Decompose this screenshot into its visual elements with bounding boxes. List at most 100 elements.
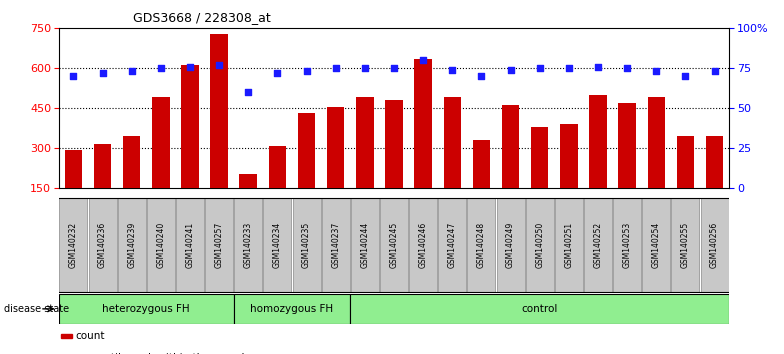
Text: GSM140233: GSM140233	[244, 222, 252, 268]
FancyBboxPatch shape	[584, 198, 612, 292]
FancyBboxPatch shape	[234, 294, 350, 324]
Point	[592, 64, 604, 69]
FancyBboxPatch shape	[467, 198, 495, 292]
FancyBboxPatch shape	[613, 198, 641, 292]
Point	[96, 70, 109, 76]
Text: GSM140237: GSM140237	[331, 222, 340, 268]
Bar	[619, 103, 636, 188]
Bar	[502, 105, 519, 188]
Text: GSM140254: GSM140254	[652, 222, 661, 268]
Bar	[531, 127, 549, 188]
Text: percentile rank within the sample: percentile rank within the sample	[75, 353, 251, 354]
Point	[504, 67, 517, 73]
Bar	[239, 175, 257, 188]
Point	[271, 70, 284, 76]
Point	[242, 89, 255, 95]
Bar	[210, 34, 228, 188]
Point	[358, 65, 371, 71]
Bar	[648, 97, 665, 188]
Text: GSM140240: GSM140240	[156, 222, 165, 268]
Bar	[123, 136, 140, 188]
Bar	[706, 136, 724, 188]
Text: GSM140248: GSM140248	[477, 222, 486, 268]
Point	[563, 65, 575, 71]
Bar	[677, 136, 694, 188]
Point	[708, 69, 720, 74]
Text: GSM140256: GSM140256	[710, 222, 719, 268]
Point	[533, 65, 546, 71]
Text: GSM140257: GSM140257	[215, 222, 223, 268]
Text: GSM140251: GSM140251	[564, 222, 573, 268]
Bar	[181, 65, 198, 188]
Text: GSM140236: GSM140236	[98, 222, 107, 268]
FancyBboxPatch shape	[526, 198, 554, 292]
Text: GSM140246: GSM140246	[419, 222, 427, 268]
Point	[446, 67, 459, 73]
FancyBboxPatch shape	[380, 198, 408, 292]
Bar	[590, 95, 607, 188]
Bar	[415, 59, 432, 188]
FancyBboxPatch shape	[60, 198, 87, 292]
Bar	[385, 100, 403, 188]
FancyBboxPatch shape	[234, 198, 262, 292]
Text: GSM140235: GSM140235	[302, 222, 311, 268]
Point	[679, 73, 691, 79]
FancyBboxPatch shape	[438, 198, 466, 292]
Text: disease state: disease state	[4, 304, 69, 314]
Point	[300, 69, 313, 74]
Text: GSM140241: GSM140241	[186, 222, 194, 268]
FancyBboxPatch shape	[642, 198, 670, 292]
FancyBboxPatch shape	[89, 198, 117, 292]
Text: GSM140250: GSM140250	[535, 222, 544, 268]
Text: homozygous FH: homozygous FH	[250, 304, 333, 314]
FancyBboxPatch shape	[118, 198, 146, 292]
Text: heterozygous FH: heterozygous FH	[103, 304, 190, 314]
Point	[212, 62, 225, 68]
Text: GSM140252: GSM140252	[593, 222, 602, 268]
Bar	[64, 150, 82, 188]
FancyBboxPatch shape	[147, 198, 175, 292]
Text: GSM140239: GSM140239	[127, 222, 136, 268]
Text: count: count	[75, 331, 105, 341]
Point	[475, 73, 488, 79]
Point	[650, 69, 662, 74]
Bar	[444, 97, 461, 188]
Point	[387, 65, 400, 71]
Text: GSM140253: GSM140253	[622, 222, 632, 268]
FancyBboxPatch shape	[205, 198, 233, 292]
Text: GSM140255: GSM140255	[681, 222, 690, 268]
Text: GDS3668 / 228308_at: GDS3668 / 228308_at	[133, 11, 271, 24]
FancyBboxPatch shape	[350, 294, 729, 324]
Bar	[473, 140, 490, 188]
Point	[183, 64, 196, 69]
Bar	[327, 107, 344, 188]
Point	[154, 65, 167, 71]
FancyBboxPatch shape	[321, 198, 350, 292]
Bar	[94, 144, 111, 188]
FancyBboxPatch shape	[409, 198, 437, 292]
FancyBboxPatch shape	[671, 198, 699, 292]
Bar	[356, 97, 373, 188]
Text: control: control	[521, 304, 558, 314]
FancyBboxPatch shape	[263, 198, 292, 292]
Point	[417, 57, 430, 63]
Text: GSM140244: GSM140244	[361, 222, 369, 268]
Point	[67, 73, 80, 79]
FancyBboxPatch shape	[292, 198, 321, 292]
Text: GSM140247: GSM140247	[448, 222, 457, 268]
FancyBboxPatch shape	[176, 198, 204, 292]
FancyBboxPatch shape	[555, 198, 583, 292]
Bar	[152, 97, 169, 188]
FancyBboxPatch shape	[496, 198, 524, 292]
Point	[329, 65, 342, 71]
FancyBboxPatch shape	[350, 198, 379, 292]
Bar	[298, 113, 315, 188]
Text: GSM140249: GSM140249	[506, 222, 515, 268]
FancyBboxPatch shape	[701, 198, 728, 292]
Bar	[560, 124, 578, 188]
Point	[621, 65, 633, 71]
FancyBboxPatch shape	[59, 294, 234, 324]
Point	[125, 69, 138, 74]
Text: GSM140232: GSM140232	[69, 222, 78, 268]
Bar	[269, 147, 286, 188]
